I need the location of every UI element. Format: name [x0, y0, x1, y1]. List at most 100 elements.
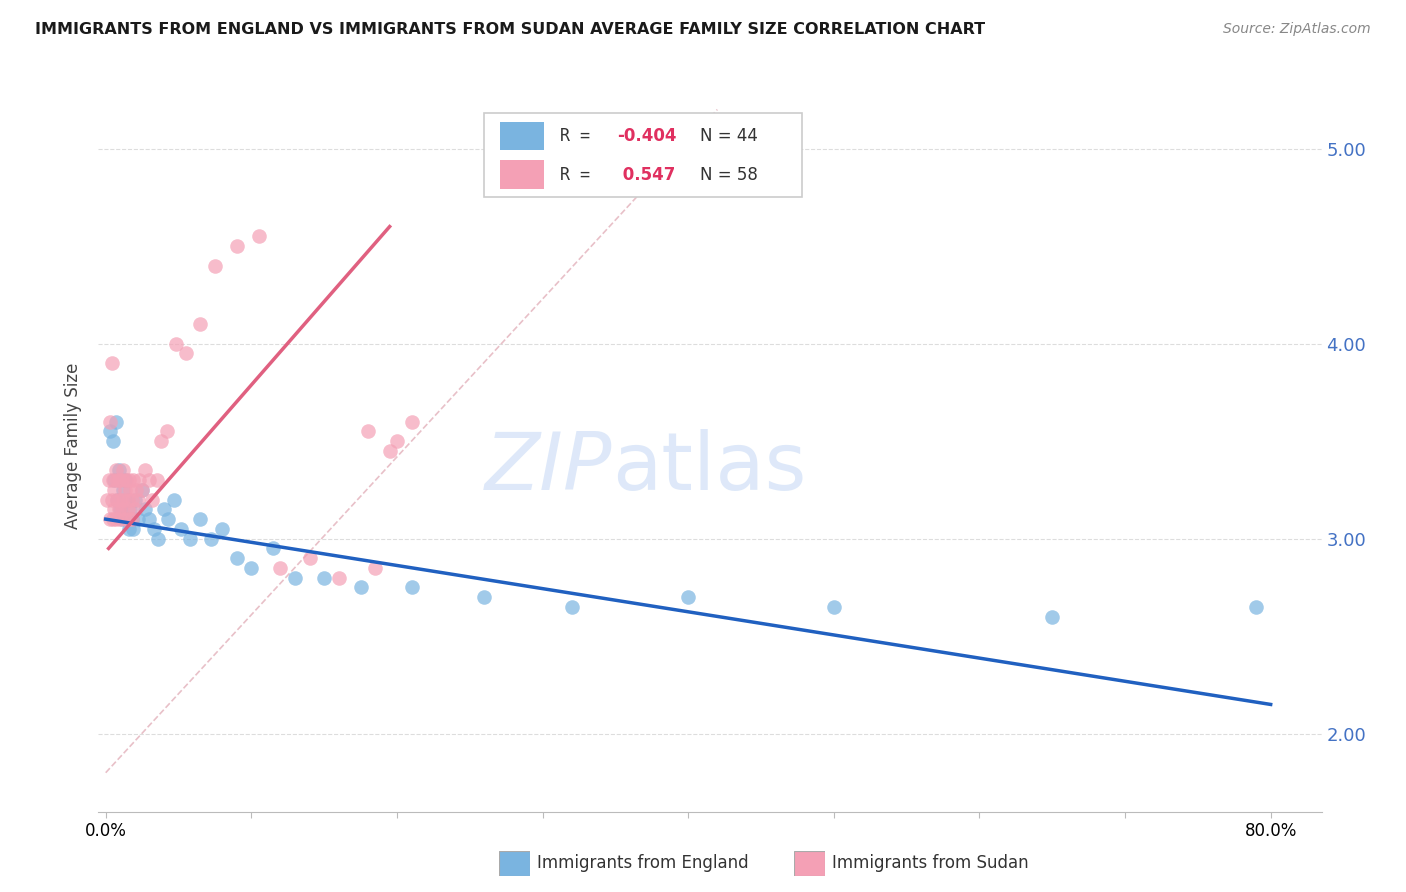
Point [269, 561, 291, 575]
Point [118, 522, 141, 536]
Point [112, 483, 135, 497]
Point [240, 561, 263, 575]
Point [114, 512, 136, 526]
Point [314, 571, 336, 585]
Point [561, 599, 583, 614]
Point [142, 522, 165, 536]
Point [401, 581, 423, 595]
Text: Source: ZipAtlas.com: Source: ZipAtlas.com [1223, 22, 1371, 37]
Point [114, 473, 136, 487]
Point [101, 512, 124, 526]
Point [98, 415, 121, 429]
Point [100, 356, 122, 370]
Text: Immigrants from England: Immigrants from England [537, 855, 749, 872]
Point [96, 492, 118, 507]
Point [108, 463, 131, 477]
Point [127, 492, 149, 507]
Text: N = 58: N = 58 [700, 166, 758, 184]
Point [364, 561, 387, 575]
Point [108, 502, 131, 516]
Point [103, 502, 125, 516]
Text: R =: R = [560, 166, 600, 184]
Text: -0.404: -0.404 [617, 127, 676, 145]
Point [98, 425, 121, 439]
Y-axis label: Average Family Size: Average Family Size [65, 363, 83, 529]
Point [298, 551, 321, 566]
Text: 0.547: 0.547 [617, 166, 676, 184]
Point [117, 502, 139, 516]
Point [122, 522, 145, 536]
Point [150, 434, 173, 449]
Point [823, 599, 845, 614]
Text: N = 44: N = 44 [700, 127, 758, 145]
Point [385, 434, 408, 449]
Point [247, 229, 270, 244]
Point [122, 473, 145, 487]
Point [103, 483, 125, 497]
Point [131, 483, 153, 497]
Point [103, 473, 125, 487]
Point [188, 317, 212, 331]
Point [141, 492, 163, 507]
Point [98, 512, 121, 526]
Text: atlas: atlas [612, 429, 807, 507]
Point [1244, 599, 1267, 614]
Point [262, 541, 284, 556]
Point [225, 551, 247, 566]
Point [100, 492, 122, 507]
Point [156, 425, 179, 439]
Point [131, 483, 153, 497]
Point [204, 259, 226, 273]
Text: Immigrants from Sudan: Immigrants from Sudan [832, 855, 1029, 872]
Point [200, 532, 222, 546]
Point [153, 502, 176, 516]
Point [108, 473, 131, 487]
Point [188, 512, 212, 526]
Point [134, 463, 156, 477]
Text: R =: R = [560, 127, 600, 145]
Point [157, 512, 180, 526]
Point [174, 346, 197, 360]
Point [138, 473, 160, 487]
Point [138, 512, 160, 526]
Point [101, 473, 124, 487]
Point [118, 512, 141, 526]
Bar [499, 121, 544, 150]
Point [120, 483, 142, 497]
Point [111, 473, 134, 487]
Point [357, 425, 380, 439]
Point [124, 502, 146, 516]
Point [328, 571, 350, 585]
Point [114, 483, 136, 497]
Point [211, 522, 233, 536]
Point [112, 492, 135, 507]
Point [110, 492, 132, 507]
Point [112, 463, 135, 477]
Point [472, 590, 495, 604]
Point [104, 463, 127, 477]
Point [97, 473, 120, 487]
Point [349, 581, 371, 595]
Point [284, 571, 307, 585]
Point [378, 443, 401, 458]
Point [105, 473, 128, 487]
Point [110, 502, 132, 516]
Point [111, 502, 134, 516]
Point [105, 492, 128, 507]
Point [127, 512, 149, 526]
Point [1040, 609, 1063, 624]
Point [225, 239, 247, 253]
Point [401, 415, 423, 429]
Point [165, 336, 187, 351]
Point [101, 434, 124, 449]
Point [163, 492, 186, 507]
Point [105, 492, 128, 507]
Point [145, 473, 167, 487]
Point [104, 512, 127, 526]
Point [115, 473, 138, 487]
Point [134, 502, 156, 516]
Point [179, 532, 201, 546]
Point [110, 512, 132, 526]
Text: ZIP: ZIP [485, 429, 612, 507]
Text: IMMIGRANTS FROM ENGLAND VS IMMIGRANTS FROM SUDAN AVERAGE FAMILY SIZE CORRELATION: IMMIGRANTS FROM ENGLAND VS IMMIGRANTS FR… [35, 22, 986, 37]
